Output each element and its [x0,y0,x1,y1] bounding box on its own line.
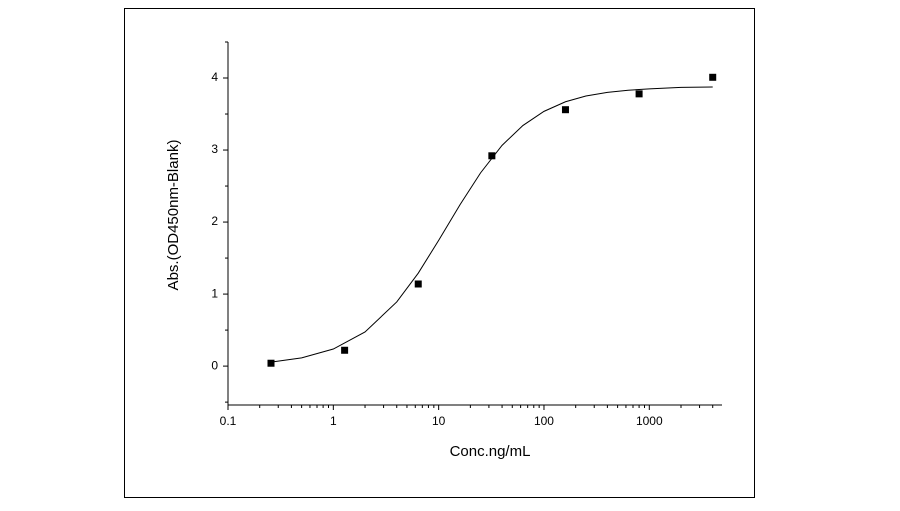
data-point [341,346,349,354]
fit-curve [270,86,713,363]
y-tick-label: 1 [211,286,218,300]
y-axis-title: Abs.(OD450nm-Blank) [165,140,182,291]
x-tick-label: 0.1 [220,414,237,428]
x-tick-label: 10 [432,414,446,428]
y-tick-label: 3 [211,142,218,156]
frame [124,8,755,498]
data-point [709,73,717,81]
x-axis-title: Conc.ng/mL [450,443,531,460]
y-tick-label: 4 [211,70,218,84]
y-tick-label: 2 [211,214,218,228]
x-tick-label: 1 [330,414,337,428]
x-tick-label: 100 [534,414,554,428]
data-point [414,280,422,288]
data-point [635,90,643,98]
x-tick-label: 1000 [636,414,663,428]
data-point [267,359,275,367]
data-point [488,152,496,160]
data-point [561,106,569,114]
y-tick-label: 0 [211,358,218,372]
